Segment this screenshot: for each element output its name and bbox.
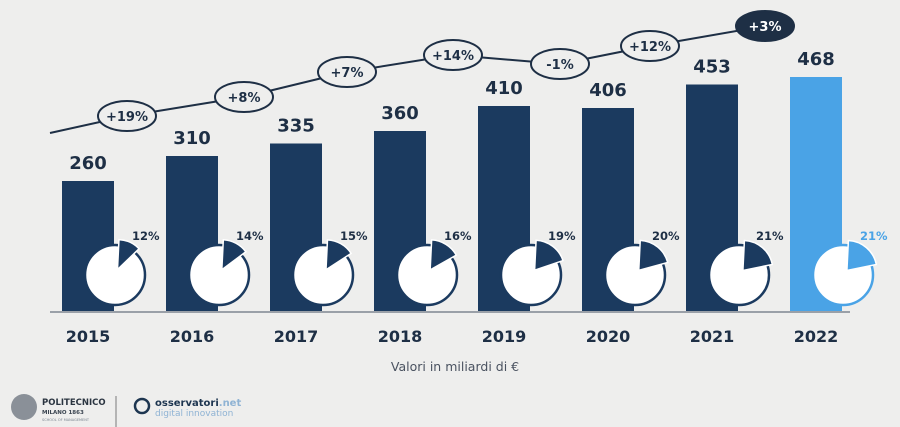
growth-bubble-6	[735, 10, 795, 42]
value-label-2017: 335	[277, 116, 315, 137]
pie-2015	[83, 243, 147, 307]
share-label-2021: 21%	[756, 229, 784, 243]
growth-label-2: +7%	[331, 66, 364, 81]
value-label-2021: 453	[693, 57, 731, 78]
x-tick-label-2015: 2015	[66, 327, 111, 346]
growth-bubble-3	[423, 39, 483, 71]
politecnico-logo: POLITECNICO MILANO 1863 SCHOOL OF MANAGE…	[11, 394, 106, 422]
value-label-2019: 410	[485, 78, 523, 99]
share-label-2020: 20%	[652, 229, 680, 243]
share-label-2016: 14%	[236, 229, 264, 243]
svg-text:MILANO 1863: MILANO 1863	[42, 410, 84, 416]
footer: POLITECNICO MILANO 1863 SCHOOL OF MANAGE…	[11, 394, 241, 427]
growth-bubble-2	[317, 56, 377, 88]
growth-bubble-1	[214, 81, 274, 113]
share-label-2015: 12%	[132, 229, 160, 243]
svg-text:SCHOOL OF MANAGEMENT: SCHOOL OF MANAGEMENT	[42, 418, 90, 422]
growth-label-4: -1%	[546, 58, 573, 73]
osservatori-logo: osservatori.net digital innovation	[133, 397, 241, 419]
svg-text:osservatori.net: osservatori.net	[155, 398, 241, 409]
pie-slice-2021	[742, 239, 774, 272]
growth-bubble-0	[97, 100, 157, 132]
svg-text:digital innovation: digital innovation	[155, 409, 233, 419]
share-label-2017: 15%	[340, 229, 368, 243]
pie-slice-2018	[429, 239, 458, 272]
growth-bubble-5	[620, 30, 680, 62]
share-label-2019: 19%	[548, 229, 576, 243]
value-label-2015: 260	[69, 153, 107, 174]
value-label-2022: 468	[797, 49, 835, 70]
pie-slice-2020	[637, 239, 669, 272]
x-tick-label-2016: 2016	[170, 327, 215, 346]
growth-label-3: +14%	[432, 49, 474, 64]
pie-slice-2016	[220, 238, 247, 272]
x-tick-label-2017: 2017	[274, 327, 319, 346]
x-tick-label-2018: 2018	[378, 327, 423, 346]
x-axis-label: Valori in miliardi di €	[391, 359, 519, 374]
value-label-2016: 310	[173, 128, 211, 149]
growth-label-6: +3%	[749, 20, 782, 35]
share-label-2022: 21%	[860, 229, 888, 243]
x-tick-label-2021: 2021	[690, 327, 735, 346]
x-tick-label-2020: 2020	[586, 327, 631, 346]
x-tick-label-2022: 2022	[794, 327, 839, 346]
svg-text:POLITECNICO: POLITECNICO	[42, 398, 106, 408]
growth-label-0: +19%	[106, 110, 148, 125]
growth-label-1: +8%	[228, 91, 261, 106]
pie-slice-2017	[325, 239, 353, 272]
pie-slice-2015	[116, 238, 141, 272]
x-tick-label-2019: 2019	[482, 327, 527, 346]
value-label-2020: 406	[589, 80, 627, 101]
share-label-2018: 16%	[444, 229, 472, 243]
value-label-2018: 360	[381, 103, 419, 124]
growth-label-5: +12%	[629, 40, 671, 55]
pie-slice-2019	[533, 239, 564, 272]
growth-bubble-4	[530, 48, 590, 80]
chart: 260 2015 12% 310 2016 14% 335 2017 15% 360 2018 16%…	[49, 10, 888, 374]
pie-slice-2022	[846, 239, 878, 272]
